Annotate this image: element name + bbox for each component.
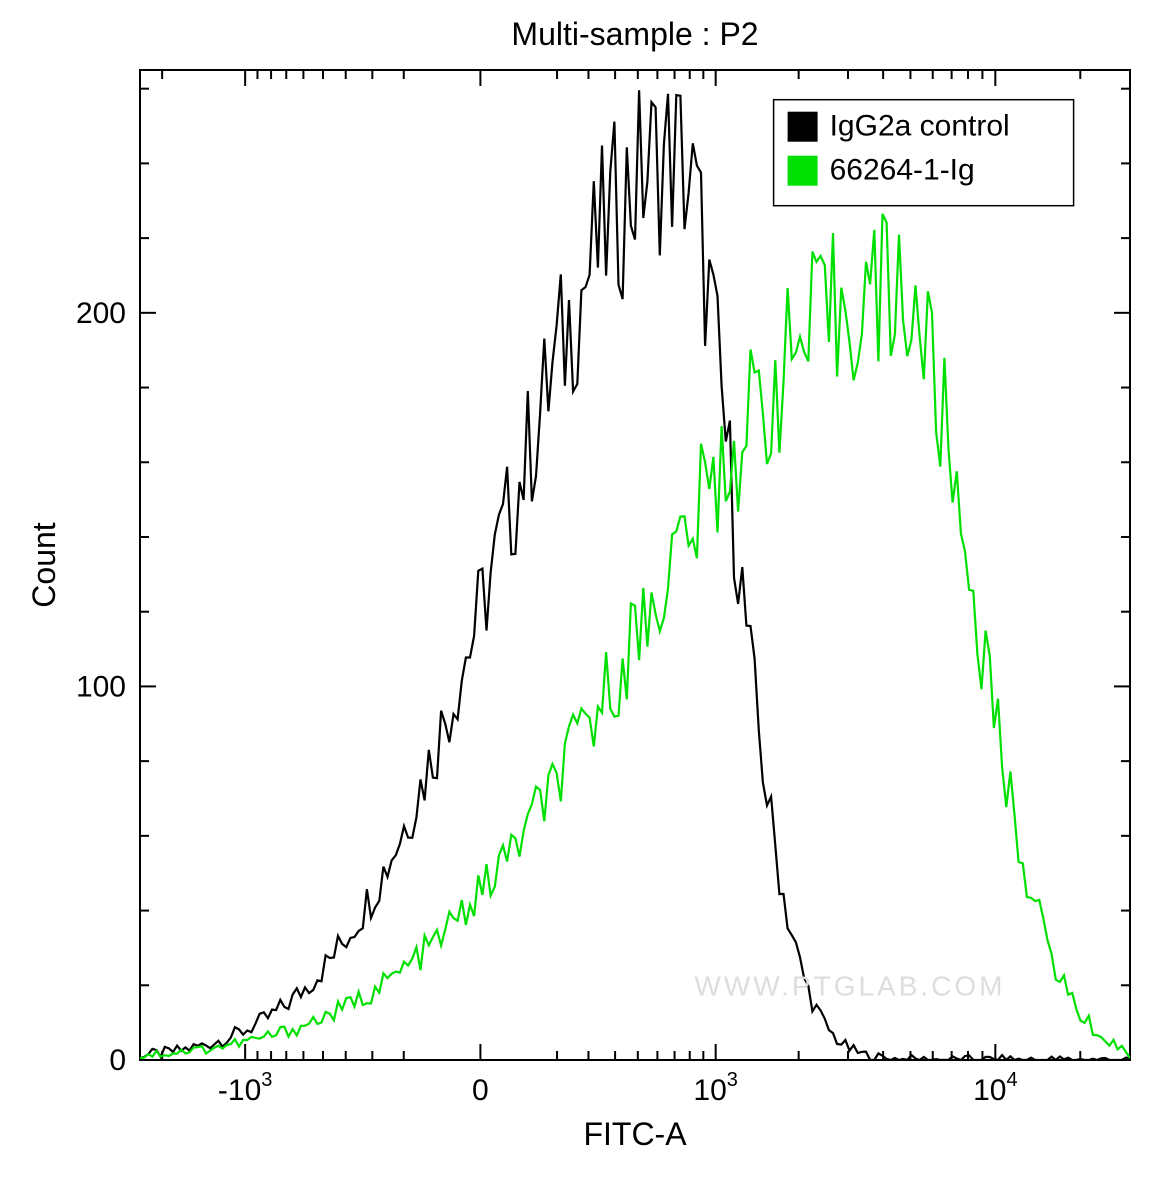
x-tick-label: 104 <box>973 1069 1017 1107</box>
legend-swatch <box>788 112 818 142</box>
legend-swatch <box>788 156 818 186</box>
x-tick-label: 103 <box>693 1069 738 1107</box>
x-axis-label: FITC-A <box>583 1116 687 1152</box>
series-sample <box>140 214 1130 1058</box>
y-axis-label: Count <box>26 522 62 608</box>
flow-cytometry-chart: -103 0 103 104 FITC-A 0 100 200 Count Multi-sampl… <box>0 0 1168 1187</box>
y-tick-label: 100 <box>76 670 126 703</box>
y-tick-label: 0 <box>109 1044 126 1077</box>
chart-title: Multi-sample : P2 <box>511 16 758 52</box>
series-control <box>140 90 1130 1060</box>
x-tick-label: 0 <box>472 1074 489 1107</box>
legend-label: 66264-1-Ig <box>830 154 975 187</box>
chart-svg: -103 0 103 104 FITC-A 0 100 200 Count Multi-sampl… <box>0 0 1168 1187</box>
legend-label: IgG2a control <box>830 110 1010 143</box>
x-tick-label: -103 <box>218 1069 272 1107</box>
watermark: WWW.PTGLAB.COM <box>694 971 1005 1002</box>
y-tick-label: 200 <box>76 297 126 330</box>
